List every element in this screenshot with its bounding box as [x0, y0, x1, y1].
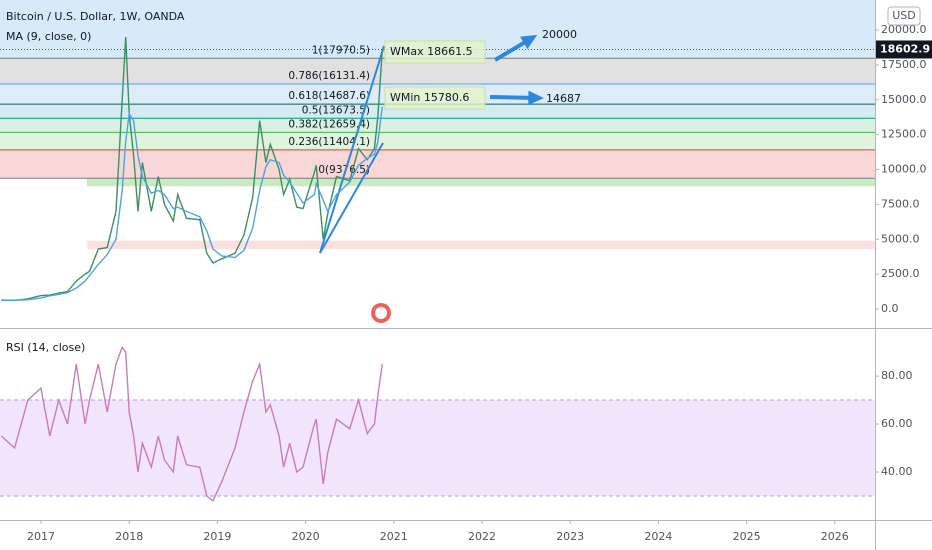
chart-title: Bitcoin / U.S. Dollar, 1W, OANDA	[6, 10, 185, 23]
x-tick-label: 2022	[468, 530, 496, 543]
y-tick-label: 20000.0	[881, 23, 927, 36]
x-tick-label: 2024	[644, 530, 672, 543]
rsi-band	[0, 400, 875, 497]
time-axis-bg	[0, 520, 932, 550]
currency-box	[887, 6, 921, 26]
fib-label: 0.786(16131.4)	[288, 70, 370, 82]
fib-band	[0, 104, 875, 119]
y-tick-label: 5000.0	[881, 232, 920, 245]
y-tick-label: 17500.0	[881, 58, 927, 71]
y-tick-label: 0.0	[881, 302, 899, 315]
x-tick-label: 2026	[821, 530, 849, 543]
x-tick-label: 2023	[556, 530, 584, 543]
fib-label: 1(17970.5)	[312, 44, 370, 56]
x-tick-label: 2025	[733, 530, 761, 543]
currency: USD	[892, 9, 916, 22]
trend-line	[319, 142, 384, 254]
icon-inner	[375, 307, 387, 319]
price-tag	[876, 40, 932, 59]
y-tick-label: 40.00	[881, 465, 913, 478]
fib-label: 0.236(11404.1)	[288, 136, 370, 148]
series-line	[1, 106, 383, 301]
series-line	[0, 345, 383, 502]
arrow-head	[520, 34, 538, 50]
pane-title: RSI (14, close)	[6, 341, 85, 354]
y-tick-label: 7500.0	[881, 197, 920, 210]
zone	[87, 240, 875, 250]
annotation-text: WMin 15780.6	[390, 91, 469, 104]
arrow-head	[528, 90, 544, 105]
fib-band	[0, 118, 875, 133]
y-tick-label: 60.00	[881, 417, 913, 430]
fib-label: 0.382(12659.4)	[288, 118, 370, 130]
y-tick-label: 10000.0	[881, 163, 927, 176]
annotation-text: WMax 18661.5	[390, 45, 473, 58]
y-tick-label: 15000.0	[881, 93, 927, 106]
legend-entry: MA (9, close, 0)	[6, 30, 91, 43]
annotation-box	[384, 40, 486, 64]
x-tick-label: 2018	[115, 530, 143, 543]
fib-band	[0, 149, 875, 179]
y-tick-label: 2500.0	[881, 267, 920, 280]
annotation-box	[384, 86, 486, 110]
fib-label: 0.5(13673.5)	[302, 104, 370, 116]
fib-band	[0, 132, 875, 150]
axis-bg	[875, 0, 932, 550]
x-tick-label: 2017	[27, 530, 55, 543]
price-tag-label: 18602.9	[880, 42, 930, 55]
annotation-text: 14687	[546, 92, 581, 105]
trend-line	[319, 45, 385, 254]
x-tick-label: 2019	[203, 530, 231, 543]
x-tick-label: 2021	[380, 530, 408, 543]
series-line	[1, 36, 383, 302]
y-tick-label: 12500.0	[881, 128, 927, 141]
zone	[87, 178, 875, 187]
fib-label: 0.618(14687.6)	[288, 90, 370, 102]
annotation-text: 20000	[542, 28, 577, 41]
x-tick-label: 2020	[292, 530, 320, 543]
y-tick-label: 80.00	[881, 369, 913, 382]
